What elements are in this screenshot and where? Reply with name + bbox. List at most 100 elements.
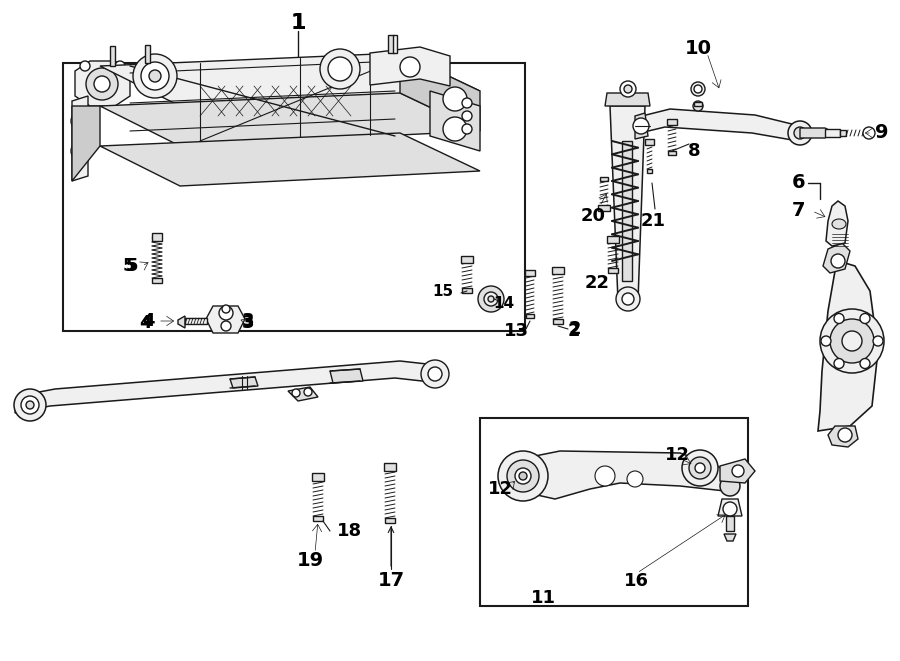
- Polygon shape: [400, 53, 480, 131]
- Text: 21: 21: [641, 212, 665, 230]
- Text: 4: 4: [142, 312, 154, 330]
- Circle shape: [141, 62, 169, 90]
- Circle shape: [624, 85, 632, 93]
- Text: 11: 11: [530, 589, 555, 607]
- Circle shape: [400, 57, 420, 77]
- Bar: [525, 270, 535, 276]
- Circle shape: [860, 358, 870, 369]
- Circle shape: [838, 428, 852, 442]
- Circle shape: [421, 360, 449, 388]
- Circle shape: [842, 331, 862, 351]
- Text: 20: 20: [580, 207, 606, 225]
- Polygon shape: [720, 459, 755, 483]
- Text: 2: 2: [568, 322, 580, 340]
- Bar: [312, 473, 324, 481]
- Polygon shape: [826, 201, 848, 246]
- Polygon shape: [100, 133, 480, 186]
- Circle shape: [462, 98, 472, 108]
- Text: 3: 3: [242, 312, 254, 330]
- Polygon shape: [100, 53, 480, 106]
- Bar: [726, 516, 734, 531]
- Bar: [607, 236, 619, 243]
- Circle shape: [627, 471, 643, 487]
- Polygon shape: [510, 451, 730, 499]
- Polygon shape: [75, 61, 130, 106]
- Polygon shape: [15, 361, 445, 413]
- Circle shape: [133, 54, 177, 98]
- Text: 8: 8: [688, 142, 700, 160]
- Circle shape: [498, 451, 548, 501]
- Circle shape: [484, 292, 498, 306]
- Circle shape: [219, 306, 233, 320]
- Circle shape: [320, 49, 360, 89]
- Bar: [145, 45, 150, 63]
- Polygon shape: [724, 534, 736, 541]
- Polygon shape: [72, 96, 88, 181]
- Text: 19: 19: [296, 551, 324, 570]
- Bar: [152, 278, 162, 283]
- Bar: [608, 268, 618, 273]
- Bar: [393, 35, 397, 53]
- Polygon shape: [288, 387, 318, 401]
- Text: 5: 5: [125, 257, 138, 275]
- Circle shape: [115, 61, 125, 71]
- Circle shape: [873, 336, 883, 346]
- Text: 1: 1: [290, 13, 306, 33]
- Circle shape: [462, 124, 472, 134]
- Circle shape: [304, 388, 312, 396]
- Text: 17: 17: [377, 572, 405, 590]
- Circle shape: [689, 457, 711, 479]
- Circle shape: [620, 81, 636, 97]
- Circle shape: [14, 389, 46, 421]
- Text: 22: 22: [584, 274, 609, 292]
- Circle shape: [830, 319, 874, 363]
- Circle shape: [26, 401, 34, 409]
- Bar: [647, 169, 652, 173]
- Text: 15: 15: [432, 284, 453, 299]
- Polygon shape: [330, 369, 363, 383]
- Circle shape: [71, 142, 89, 160]
- Bar: [552, 267, 564, 274]
- Bar: [152, 233, 162, 241]
- Polygon shape: [605, 93, 650, 106]
- Bar: [553, 319, 563, 324]
- Circle shape: [622, 293, 634, 305]
- Circle shape: [292, 389, 300, 397]
- Circle shape: [507, 460, 539, 492]
- Circle shape: [222, 305, 230, 313]
- Text: 3: 3: [242, 314, 254, 332]
- Bar: [63, 63, 525, 331]
- Text: 13: 13: [503, 322, 528, 340]
- Bar: [645, 139, 654, 145]
- Polygon shape: [640, 109, 800, 141]
- Circle shape: [443, 117, 467, 141]
- Circle shape: [691, 82, 705, 96]
- Polygon shape: [818, 263, 878, 431]
- Text: 9: 9: [875, 124, 888, 143]
- Bar: [622, 141, 632, 281]
- Text: 7: 7: [791, 202, 805, 221]
- Circle shape: [149, 70, 161, 82]
- Circle shape: [863, 127, 875, 139]
- Circle shape: [519, 472, 527, 480]
- Circle shape: [616, 287, 640, 311]
- Polygon shape: [72, 106, 100, 181]
- Polygon shape: [823, 243, 850, 273]
- Circle shape: [80, 61, 90, 71]
- Circle shape: [682, 450, 718, 486]
- Circle shape: [328, 57, 352, 81]
- Text: 6: 6: [791, 173, 805, 192]
- Polygon shape: [230, 377, 258, 388]
- Polygon shape: [635, 113, 648, 139]
- Circle shape: [462, 111, 472, 121]
- Circle shape: [820, 309, 884, 373]
- Circle shape: [794, 127, 806, 139]
- Polygon shape: [800, 128, 835, 138]
- Bar: [694, 102, 702, 106]
- Bar: [480, 418, 748, 606]
- Ellipse shape: [832, 219, 846, 229]
- Text: 16: 16: [624, 572, 649, 590]
- Circle shape: [94, 76, 110, 92]
- Bar: [313, 516, 323, 521]
- Bar: [667, 119, 677, 125]
